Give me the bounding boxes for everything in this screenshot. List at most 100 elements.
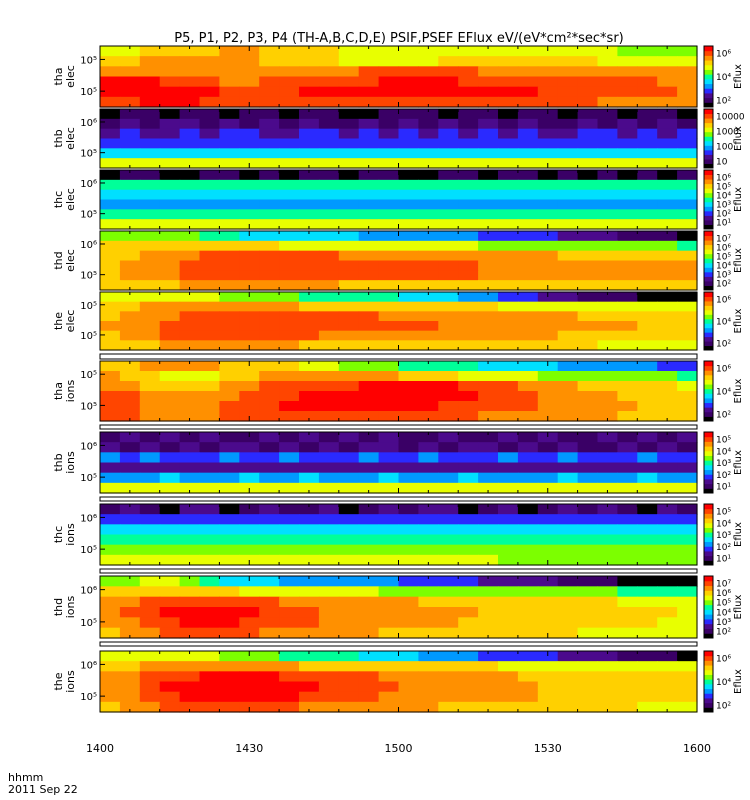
colorbar-segment [704, 651, 713, 657]
heatmap-cell [279, 452, 300, 464]
heatmap-cell [219, 681, 240, 693]
heatmap-cell [537, 661, 559, 672]
heatmap-cell [318, 691, 340, 703]
heatmap-cell [338, 681, 360, 693]
heatmap-cell [279, 576, 300, 587]
colorbar-segment [704, 92, 713, 99]
heatmap-cell [239, 576, 260, 587]
heatmap-cell [438, 148, 459, 159]
heatmap-cell [597, 158, 618, 169]
heatmap-cell [478, 189, 499, 201]
heatmap-cell [358, 544, 380, 556]
heatmap-cell [299, 361, 320, 372]
colorbar-segment [704, 74, 713, 80]
heatmap-cell [100, 411, 121, 422]
heatmap-cell [418, 96, 439, 108]
heatmap-cell [418, 138, 439, 149]
colorbar-tick-label: 10² [716, 280, 731, 290]
heatmap-cell [159, 86, 181, 98]
heatmap-cell [398, 361, 419, 372]
heatmap-cell [100, 179, 121, 191]
heatmap-cell [597, 607, 618, 618]
heatmap-cell [358, 86, 380, 98]
heatmap-cell [458, 462, 479, 474]
colorbar-segment [704, 702, 713, 708]
heatmap-cell [100, 138, 121, 149]
heatmap-cell [299, 607, 320, 618]
heatmap-cell [318, 158, 340, 169]
heatmap-cell [100, 46, 121, 57]
heatmap-cell [338, 691, 360, 703]
heatmap-cell [239, 66, 260, 78]
colorbar-tick-label: 10⁷ [716, 235, 731, 245]
heatmap-cell [279, 504, 300, 515]
heatmap-cell [597, 270, 618, 281]
heatmap-cell [597, 240, 618, 252]
colorbar-tick-label: 10 [716, 158, 728, 168]
heatmap-cell [239, 452, 260, 464]
heatmap-cell [159, 617, 181, 629]
heatmap-cell [677, 189, 698, 201]
heatmap-cell [498, 401, 519, 412]
heatmap-cell [418, 462, 439, 474]
heatmap-cell [517, 554, 539, 566]
heatmap-cell [159, 452, 181, 464]
colorbar-segment [704, 154, 713, 160]
colorbar-segment [704, 50, 713, 56]
heatmap-cell [378, 311, 400, 322]
heatmap-cell [418, 260, 439, 271]
heatmap-cell [259, 482, 280, 494]
heatmap-cells [100, 46, 698, 108]
heatmap-cell [597, 544, 618, 556]
heatmap-cell [677, 209, 698, 220]
time-tick-label: 1430 [235, 742, 263, 755]
heatmap-cell [358, 482, 380, 494]
heatmap-cell [259, 607, 280, 618]
colorbar-segment [704, 388, 713, 394]
heatmap-cell [438, 301, 459, 312]
heatmap-cell [318, 514, 340, 525]
heatmap-cell [239, 361, 260, 372]
heatmap-cell [597, 371, 618, 382]
heatmap-cell [418, 199, 439, 210]
heatmap-cell [557, 330, 579, 341]
heatmap-cell [418, 482, 439, 494]
colorbar-segment [704, 292, 713, 297]
heatmap-cell [617, 46, 638, 57]
heatmap-cell [458, 691, 479, 703]
heatmap-cell [677, 617, 698, 629]
colorbar-segment [704, 210, 713, 216]
heatmap-cell [458, 128, 479, 140]
colorbar-tick-label: 10⁴ [716, 678, 731, 688]
heatmap-cell [438, 504, 459, 515]
heatmap-cell [299, 96, 320, 108]
heatmap-cell [677, 231, 698, 242]
y-tick-label: 10⁵ [80, 545, 97, 556]
heatmap-cell [139, 401, 161, 412]
heatmap-cell [517, 617, 539, 629]
heatmap-cell [458, 260, 479, 271]
heatmap-cell [498, 219, 519, 230]
heatmap-cell [617, 219, 638, 230]
heatmap-cell [259, 86, 280, 98]
heatmap-cell [637, 691, 658, 703]
colorbar-segment [704, 136, 713, 142]
heatmap-cell [199, 651, 220, 662]
heatmap-cell [398, 681, 419, 693]
heatmap-cell [458, 651, 479, 662]
heatmap-cell [119, 231, 141, 242]
heatmap-cell [597, 340, 618, 351]
heatmap-cell [657, 219, 678, 230]
colorbar-label: Eflux [733, 248, 744, 273]
heatmap-cell [159, 701, 181, 713]
heatmap-cell [239, 442, 260, 453]
heatmap-cell [557, 661, 579, 672]
heatmap-cell [677, 301, 698, 312]
heatmap-cell [517, 199, 539, 210]
heatmap-cell [279, 340, 300, 351]
heatmap-cell [537, 671, 559, 683]
heatmap-cell [557, 340, 579, 351]
heatmap-cell [179, 381, 201, 392]
panel-separator [99, 496, 698, 502]
